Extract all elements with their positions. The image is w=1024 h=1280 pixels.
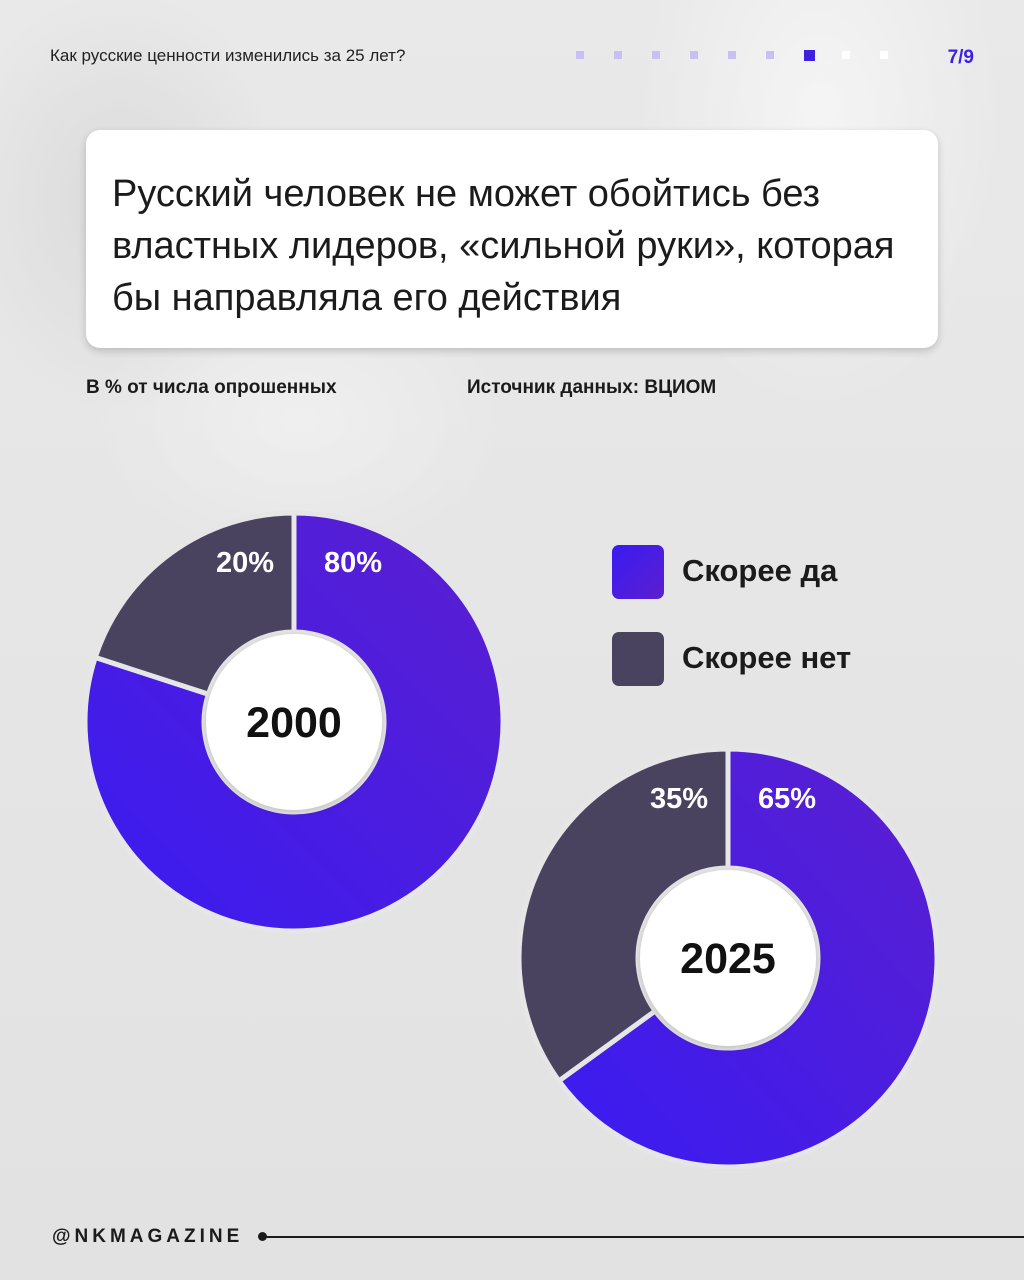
progress-dot-5[interactable] [728,51,736,59]
slice-label-yes-2000: 80% [324,547,382,579]
progress-dot-1[interactable] [576,51,584,59]
source-note: Источник данных: ВЦИОМ [467,377,717,398]
topic-title: Как русские ценности изменились за 25 ле… [50,46,406,65]
slice-yes-2000 [82,510,506,934]
progress-dot-2[interactable] [614,51,622,59]
legend-swatch-no [612,632,664,686]
legend-swatch-yes [612,545,664,599]
headline: Русский человек не может обойтись без вл… [112,173,895,319]
headline-card: Русский человек не может обойтись без вл… [86,130,938,348]
donut-chart-2025: 65% 35% 2025 [516,746,940,1170]
slice-no-2025 [516,746,731,1085]
unit-note: В % от числа опрошенных [86,377,337,398]
progress-dot-6[interactable] [766,51,774,59]
footer-handle[interactable]: @NKMAGAZINE [52,1226,244,1247]
donut-center-2000 [206,634,382,810]
slice-yes-2025 [555,746,940,1170]
donut-year-label-2000: 2000 [246,699,342,747]
footer-dot [258,1232,267,1241]
donut-center-2025 [640,870,816,1046]
slice-no-2000 [92,510,297,698]
page-indicator: 7/9 [947,47,974,68]
legend-label-yes: Скорее да [682,553,838,588]
slice-label-no-2000: 20% [216,547,274,579]
donut-chart-2000: 80% 20% 2000 [82,510,506,934]
footer-line [266,1236,1024,1238]
slice-label-no-2025: 35% [650,783,708,815]
progress-dot-9[interactable] [880,51,888,59]
progress-dot-3[interactable] [652,51,660,59]
progress-dot-7[interactable] [804,50,815,61]
slice-label-yes-2025: 65% [758,783,816,815]
donut-year-label-2025: 2025 [680,935,776,983]
progress-dot-4[interactable] [690,51,698,59]
progress-dot-8[interactable] [842,51,850,59]
legend-label-no: Скорее нет [682,640,852,675]
